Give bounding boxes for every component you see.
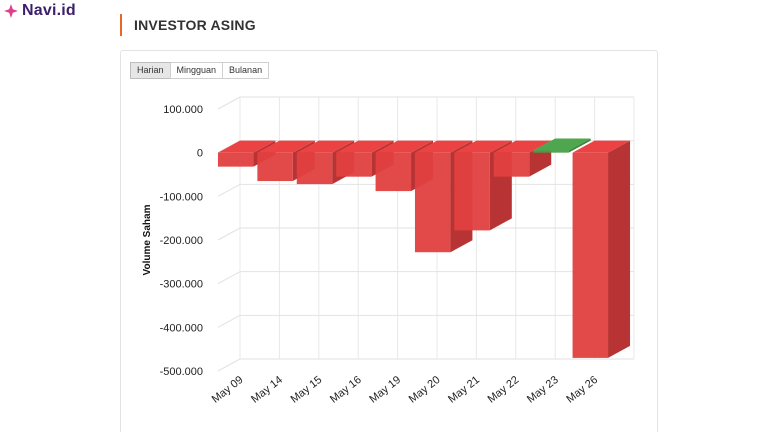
- grid-line-depth: [217, 183, 241, 197]
- grid-line-depth: [217, 358, 241, 372]
- bar-top: [572, 140, 631, 153]
- grid-line-depth: [217, 271, 241, 285]
- brand-name: Navi.id: [22, 2, 76, 19]
- chart-card: [120, 50, 658, 432]
- bar-top: [257, 140, 315, 153]
- bar-front: [454, 152, 490, 231]
- y-axis-title: Volume Saham: [142, 204, 153, 275]
- bar-side: [608, 140, 631, 358]
- y-tick-label: -200.000: [160, 235, 203, 247]
- bar-front: [217, 152, 254, 167]
- x-tick-label: May 23: [525, 374, 561, 406]
- x-tick-label: May 19: [367, 374, 403, 406]
- navi-logo[interactable]: Navi.id: [4, 2, 76, 20]
- x-tick-label: May 20: [407, 374, 443, 406]
- y-tick-label: -100.000: [160, 191, 203, 203]
- x-tick-label: May 22: [486, 374, 522, 406]
- x-tick-label: May 09: [210, 374, 246, 406]
- bar-top: [296, 140, 355, 153]
- x-tick-label: May 16: [328, 374, 364, 406]
- y-tick-label: 100.000: [163, 104, 203, 116]
- grid-line-depth: [217, 96, 241, 110]
- y-tick-label: -300.000: [160, 279, 203, 291]
- bar-front: [493, 152, 530, 177]
- x-tick-label: May 14: [249, 374, 285, 406]
- title-accent-bar: [120, 14, 122, 36]
- sparkle-logo-icon: [4, 4, 18, 18]
- x-tick-label: May 26: [564, 374, 600, 406]
- section-title: INVESTOR ASING: [134, 17, 256, 33]
- bar-front: [296, 152, 333, 185]
- grid-line-depth: [217, 314, 241, 328]
- bar-front: [414, 152, 451, 253]
- tab-bulanan[interactable]: Bulanan: [222, 62, 270, 79]
- bar-front: [257, 152, 293, 182]
- bar-front: [375, 152, 412, 192]
- bar-side: [568, 138, 591, 153]
- bar-top: [336, 140, 394, 153]
- bar-front: [533, 150, 569, 153]
- section-header: INVESTOR ASING: [120, 14, 256, 36]
- bar-top: [454, 140, 512, 153]
- bar-top: [533, 138, 591, 151]
- bar-top: [375, 140, 434, 153]
- y-tick-label: -400.000: [160, 322, 203, 334]
- bar-top: [217, 140, 276, 153]
- bar-front: [572, 152, 609, 358]
- bar-top: [414, 140, 473, 153]
- grid-line-depth: [217, 227, 241, 241]
- x-tick-label: May 15: [289, 374, 325, 406]
- period-tabs: Harian Mingguan Bulanan: [130, 62, 270, 79]
- bar-top: [493, 140, 552, 153]
- y-tick-label: -500.000: [160, 366, 203, 378]
- bar-front: [336, 152, 372, 177]
- y-tick-label: 0: [197, 148, 203, 160]
- x-tick-label: May 21: [446, 374, 482, 406]
